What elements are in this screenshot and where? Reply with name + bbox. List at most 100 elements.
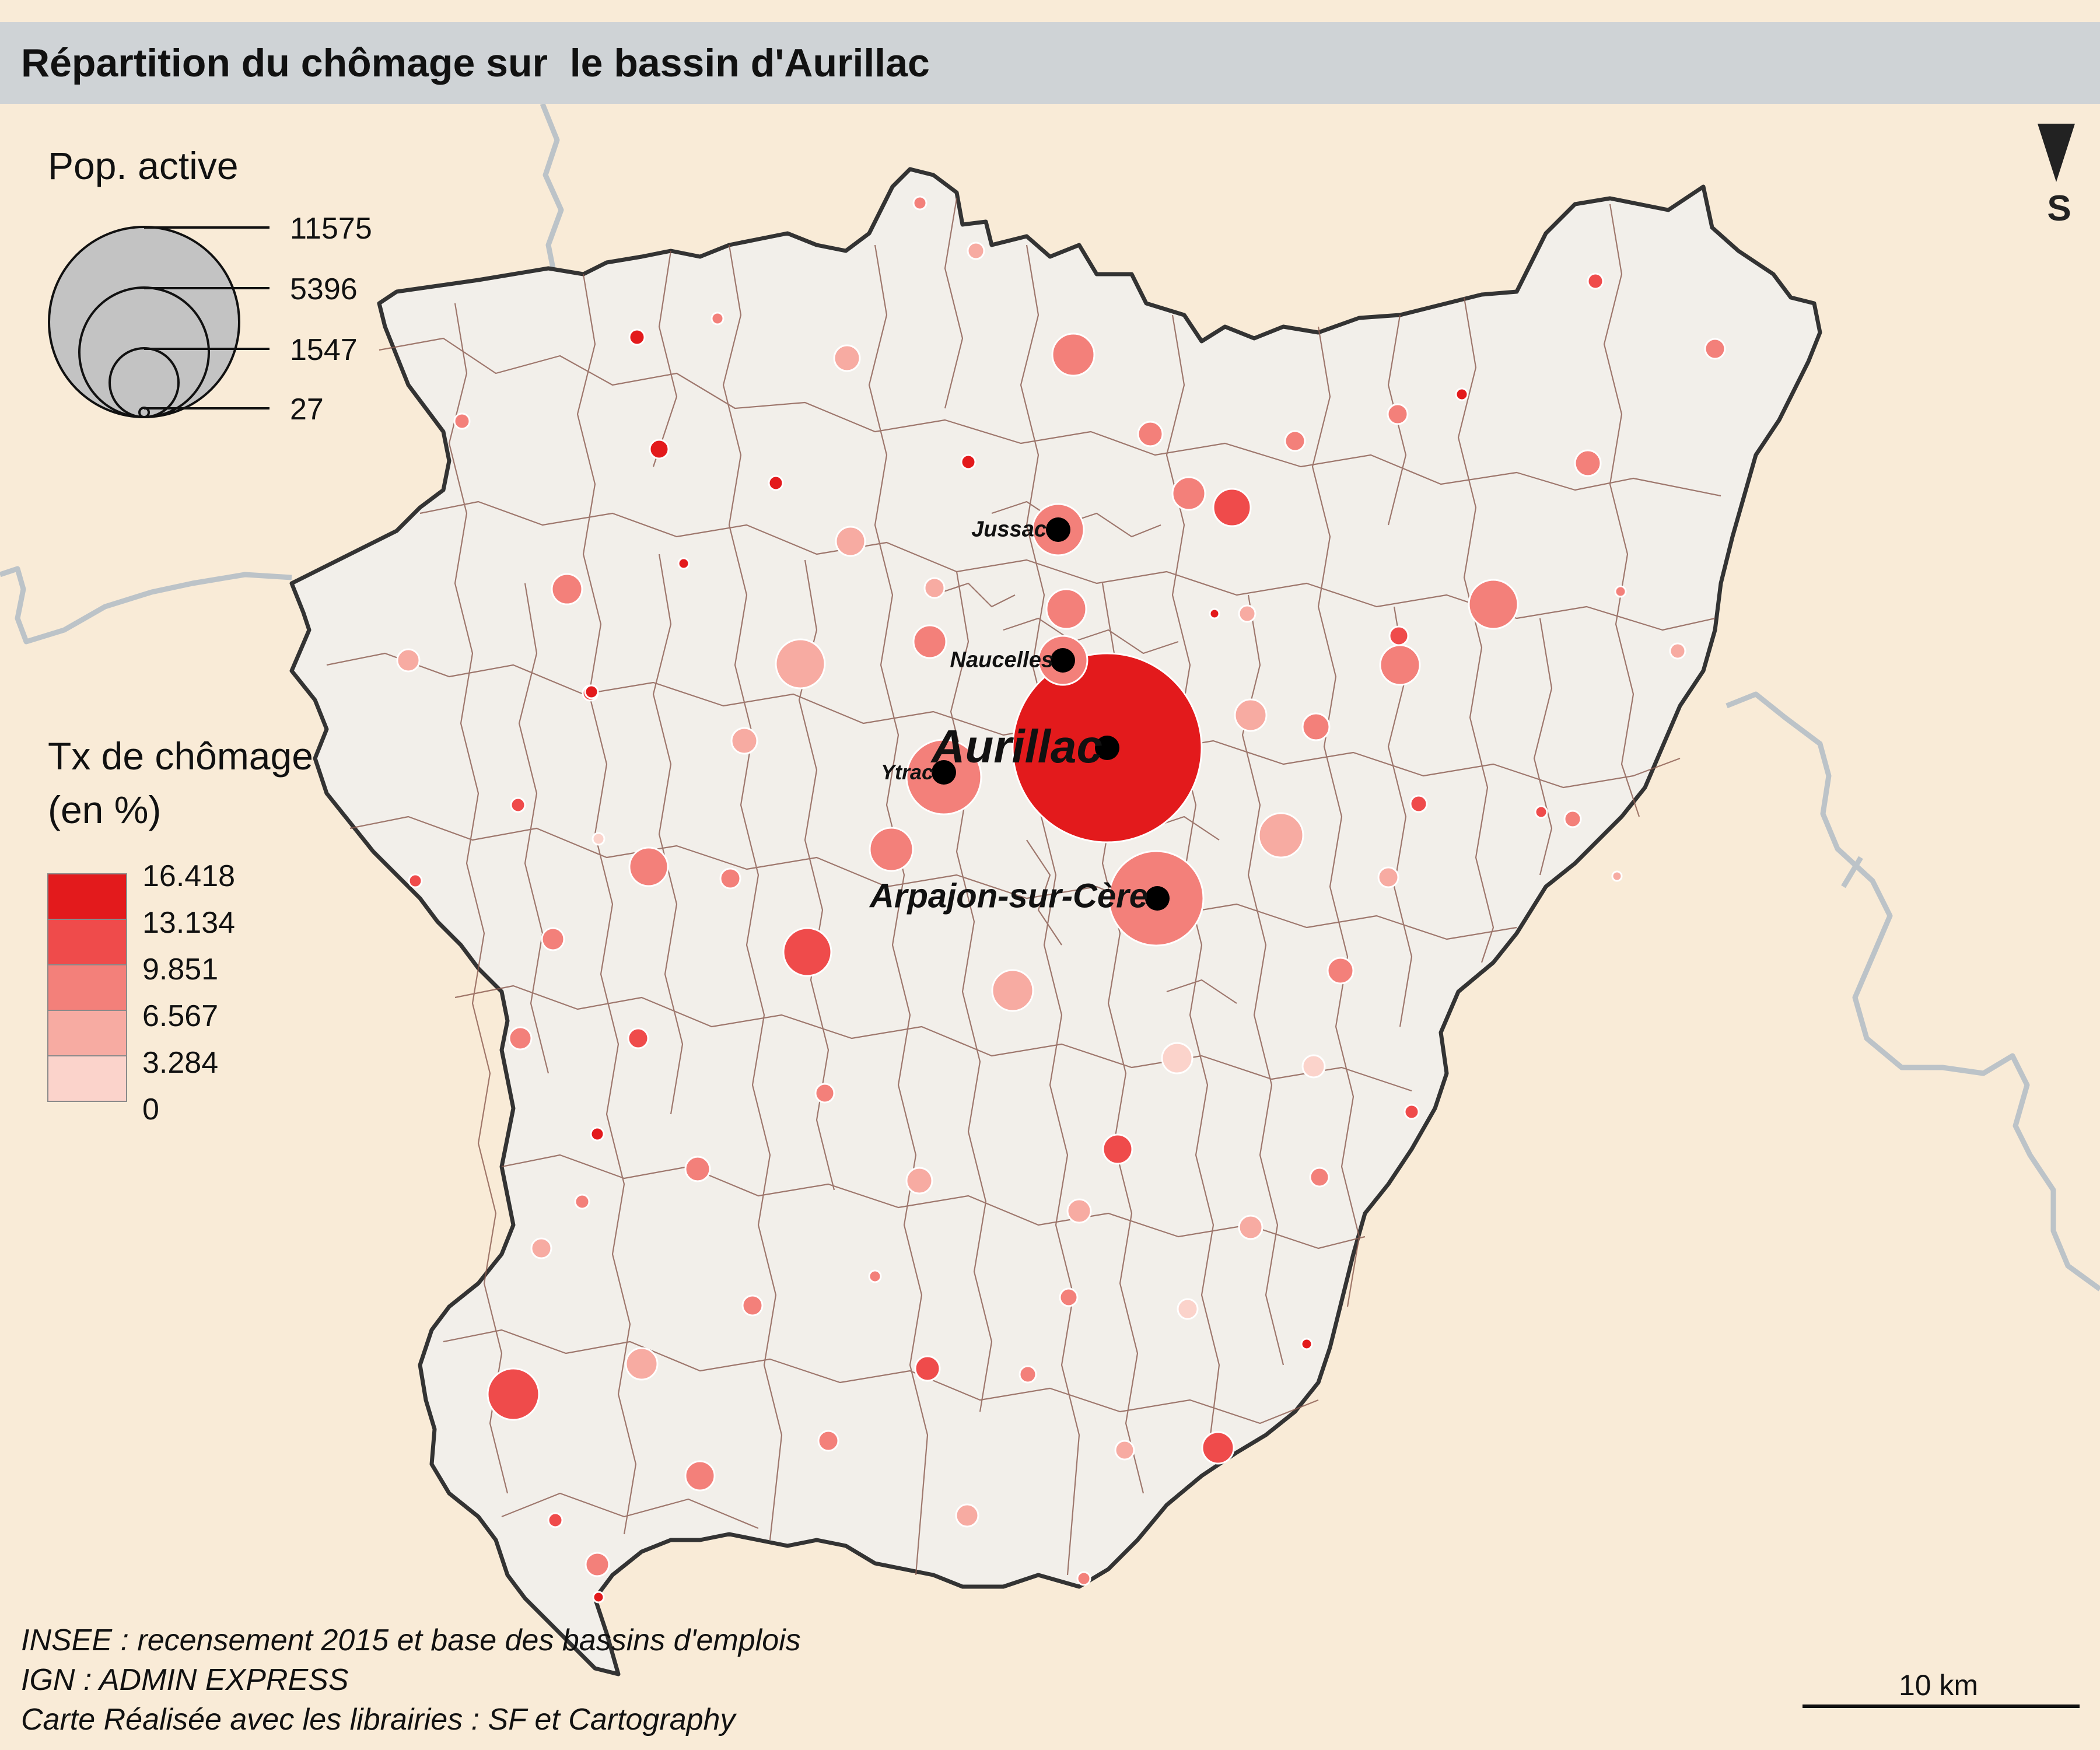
size-legend	[48, 226, 240, 418]
color-class-4	[47, 1010, 127, 1056]
department-boundaries	[0, 103, 2100, 1292]
commune-bubble	[396, 648, 421, 673]
commune-bubble	[1284, 430, 1306, 452]
city-point-naucelles	[1051, 648, 1075, 673]
commune-bubble	[1326, 957, 1354, 985]
color-break-1: 16.418	[142, 859, 236, 893]
commune-bubble	[814, 1083, 835, 1104]
commune-bubble	[1614, 585, 1627, 598]
commune-bubbles	[396, 195, 1726, 1604]
commune-bubble	[923, 577, 946, 599]
north-arrow-label: S	[2047, 188, 2071, 229]
commune-bubble	[1587, 272, 1604, 290]
city-label-arpajon: Arpajon-sur-Cère	[870, 877, 1148, 915]
commune-bubble	[1379, 644, 1421, 686]
commune-bubble	[912, 195, 928, 211]
commune-bubble	[625, 1347, 659, 1381]
color-class-5	[47, 1055, 127, 1102]
city-point-ytrac	[932, 760, 956, 785]
commune-bubble	[1611, 870, 1623, 882]
commune-bubble	[677, 557, 690, 570]
basin-territory	[289, 167, 1822, 1676]
commune-bubble	[955, 1503, 979, 1528]
commune-bubble	[1137, 421, 1164, 447]
commune-bubble	[487, 1367, 540, 1421]
commune-bubble	[684, 1156, 711, 1182]
city-label-naucelles: Naucelles	[950, 648, 1054, 673]
commune-bubble	[817, 1430, 839, 1452]
commune-bubble	[1201, 1431, 1235, 1465]
commune-bubble	[584, 684, 599, 699]
color-legend-title-line2: (en %)	[48, 788, 162, 831]
color-legend-title-line1: Tx de chômage	[48, 734, 313, 778]
size-legend-leaders	[144, 226, 270, 410]
color-class-2	[47, 919, 127, 965]
commune-bubble	[1177, 1298, 1199, 1320]
commune-bubble	[1051, 332, 1096, 377]
size-legend-label-min: 27	[290, 393, 324, 426]
commune-bubble	[592, 832, 606, 846]
commune-bubble	[768, 475, 784, 491]
commune-bubble	[1066, 1198, 1092, 1224]
commune-bubble	[628, 328, 646, 346]
city-label-ytrac: Ytrac	[880, 760, 933, 784]
commune-bubble	[1114, 1440, 1135, 1461]
commune-bubble	[530, 1237, 552, 1259]
commune-bubble	[1300, 1338, 1313, 1350]
commune-bubble	[1161, 1042, 1194, 1074]
commune-bubble	[1238, 604, 1256, 623]
commune-bubble	[1309, 1167, 1330, 1188]
city-point-aurillac	[1095, 736, 1119, 760]
commune-bubble	[960, 454, 977, 470]
commune-bubble	[541, 927, 565, 951]
commune-bubble	[1301, 712, 1331, 741]
commune-bubble	[1238, 1214, 1264, 1240]
commune-bubble	[1171, 476, 1206, 511]
commune-bubble	[741, 1294, 764, 1317]
commune-bubble	[869, 827, 914, 872]
commune-bubble	[510, 797, 526, 813]
commune-bubble	[782, 927, 832, 977]
commune-bubble	[912, 624, 947, 659]
commune-bubble	[1301, 1054, 1326, 1079]
commune-bubble	[1388, 625, 1409, 646]
color-break-2: 13.134	[142, 906, 236, 940]
source-line-1: INSEE : recensement 2015 et base des bas…	[21, 1623, 801, 1657]
commune-bubble	[1059, 1287, 1079, 1307]
city-point-arpajon	[1145, 886, 1170, 911]
city-label-aurillac: Aurillac	[931, 720, 1102, 772]
city-point-jussac	[1046, 517, 1070, 542]
commune-bubble	[1669, 642, 1686, 660]
commune-bubble	[590, 1126, 605, 1142]
color-break-4: 6.567	[142, 999, 219, 1033]
commune-bubble	[1409, 794, 1428, 813]
commune-bubble	[627, 1027, 649, 1049]
commune-bubble	[628, 846, 669, 887]
commune-bubble	[574, 1194, 590, 1210]
size-legend-label-max: 11575	[290, 212, 372, 246]
commune-bubble	[914, 1355, 941, 1382]
commune-bubble	[1563, 810, 1582, 828]
color-break-6: 0	[142, 1093, 159, 1126]
commune-bubble	[868, 1269, 882, 1283]
commune-bubble	[584, 1552, 610, 1577]
commune-bubble	[1212, 488, 1252, 527]
commune-bubble	[835, 526, 866, 557]
color-class-1	[47, 873, 127, 920]
commune-bubble	[710, 312, 724, 326]
size-legend-label-3: 1547	[290, 333, 358, 367]
commune-bubble	[1209, 608, 1220, 620]
scale-bar-label: 10 km	[1899, 1669, 1979, 1702]
commune-bubble	[649, 439, 670, 460]
commune-bubble	[1404, 1104, 1420, 1120]
commune-bubble	[967, 242, 985, 260]
commune-bubble	[408, 873, 423, 888]
commune-bubble	[551, 573, 583, 606]
map-title: Répartition du chômage sur le bassin d'A…	[21, 41, 930, 85]
commune-bubble	[684, 1460, 716, 1492]
commune-bubble	[1455, 387, 1469, 401]
commune-bubble	[1102, 1133, 1133, 1165]
north-arrow-icon	[2038, 124, 2075, 182]
commune-bubble	[453, 412, 471, 430]
